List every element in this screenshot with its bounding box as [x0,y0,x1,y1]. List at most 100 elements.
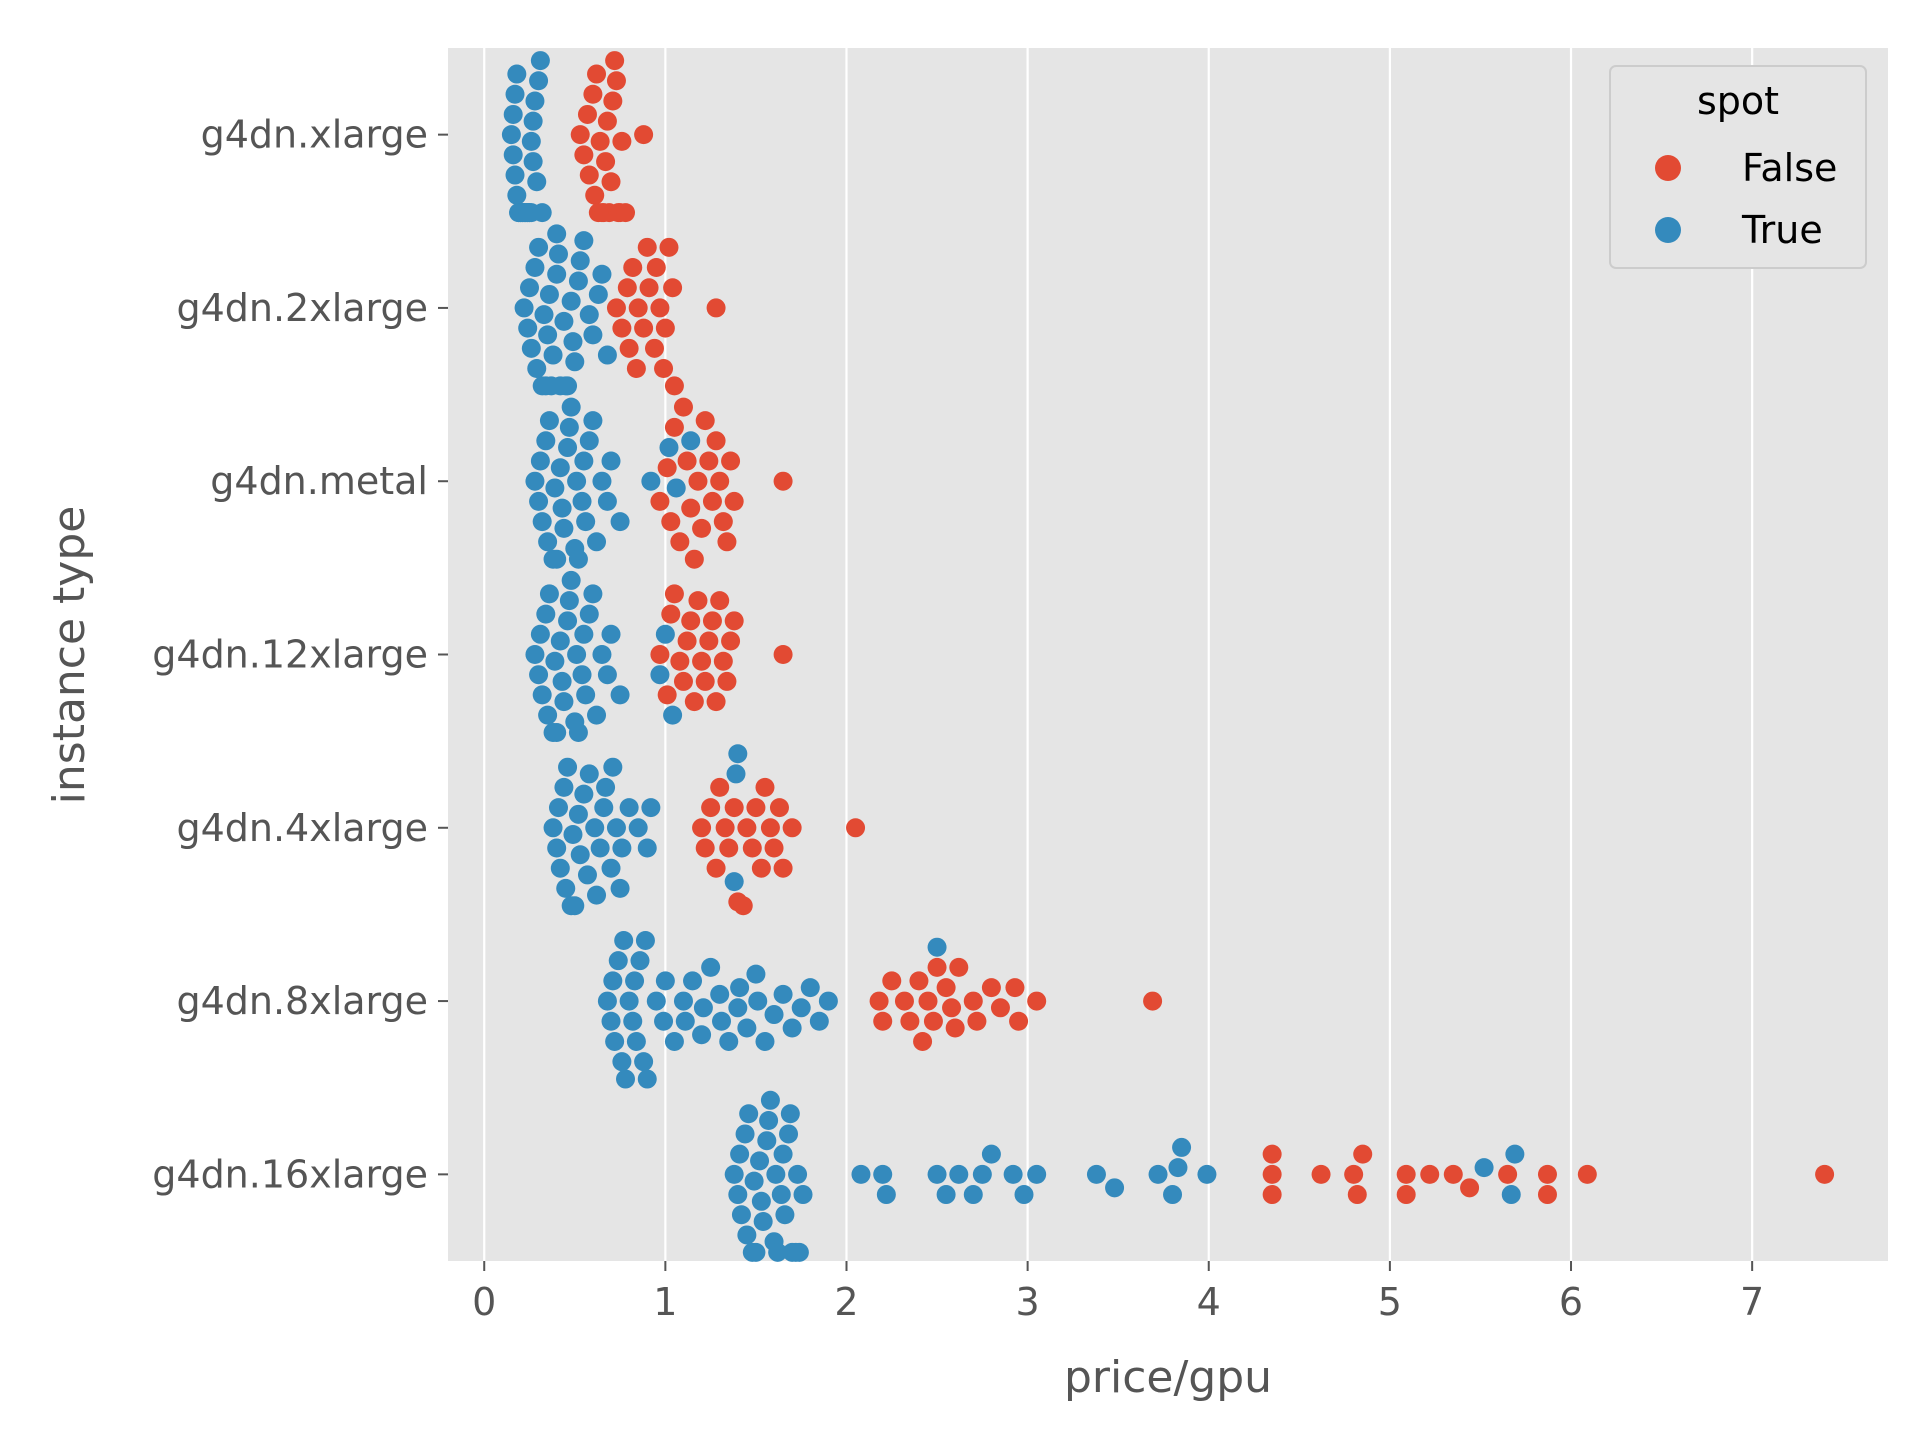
point-spot-false [927,957,947,977]
point-spot-false [760,818,780,838]
point-spot-true [724,1164,744,1184]
x-tick-label: 7 [1740,1280,1764,1324]
point-spot-true [523,111,543,131]
point-spot-true [1003,1164,1023,1184]
point-spot-true [597,665,617,685]
point-spot-true [563,825,583,845]
point-spot-true [681,431,701,451]
point-spot-true [505,165,525,185]
point-spot-true [1474,1158,1494,1178]
point-spot-true [1105,1178,1125,1198]
point-spot-false [655,318,675,338]
point-spot-true [539,411,559,431]
point-spot-false [773,645,793,664]
point-spot-false [606,298,626,318]
point-spot-false [913,1031,933,1051]
point-spot-false [715,818,735,838]
point-spot-true [619,798,639,818]
point-spot-true [673,991,693,1011]
point-spot-true [625,971,645,991]
x-tick-label: 1 [653,1280,677,1324]
point-spot-false [1353,1144,1373,1164]
point-spot-false [670,651,690,671]
point-spot-true [514,298,534,318]
point-spot-true [583,411,603,431]
point-spot-true [539,584,559,604]
point-spot-true [552,671,572,691]
point-spot-true [521,338,541,358]
point-spot-true [748,991,768,1011]
point-spot-false [650,298,670,318]
point-spot-false [692,518,712,538]
point-spot-false [1347,1185,1367,1205]
point-spot-true [757,1131,777,1151]
point-spot-true [529,71,549,91]
point-spot-false [900,1011,920,1031]
point-spot-true [876,1185,896,1205]
legend-box [1609,65,1867,269]
point-spot-false [1443,1164,1463,1184]
point-spot-true [775,1205,795,1225]
point-spot-true [527,359,547,379]
point-spot-false [721,631,741,651]
point-spot-false [590,131,610,151]
legend-marker-true [1655,217,1681,243]
point-spot-false [688,591,708,611]
point-spot-true [654,1011,674,1031]
point-spot-true [851,1164,871,1184]
point-spot-false [603,91,623,111]
point-spot-true [550,458,570,478]
point-spot-true [603,757,623,777]
point-spot-true [650,665,670,685]
point-spot-true [1027,1164,1047,1184]
point-spot-false [764,838,784,858]
point-spot-false [677,451,697,471]
point-spot-true [548,244,568,264]
point-spot-true [579,305,599,325]
point-spot-true [547,264,567,284]
point-spot-true [730,978,750,998]
point-spot-false [606,71,626,91]
y-tick-label: g4dn.8xlarge [176,979,428,1023]
point-spot-true [873,1164,893,1184]
y-tick-label: g4dn.12xlarge [152,633,428,677]
point-spot-true [530,451,550,471]
point-spot-false [657,458,677,478]
point-spot-false [949,957,969,977]
point-spot-true [503,104,523,124]
point-spot-false [724,611,744,631]
point-spot-true [610,685,630,705]
point-spot-true [773,984,793,1004]
point-spot-true [616,1069,636,1089]
point-spot-false [751,858,771,878]
point-spot-true [710,984,730,1004]
point-spot-true [559,417,579,437]
point-spot-false [963,991,983,1011]
point-spot-false [634,318,654,338]
point-spot-true [612,838,632,858]
x-tick-label: 3 [1016,1280,1040,1324]
point-spot-true [737,1225,757,1245]
point-spot-true [981,1144,1001,1164]
point-spot-true [570,845,590,865]
point-spot-true [583,325,603,345]
point-spot-true [782,1018,802,1038]
point-spot-true [576,512,596,532]
point-spot-true [818,991,838,1011]
point-spot-false [882,971,902,991]
point-spot-true [746,964,766,984]
x-axis-title: price/gpu [1064,1352,1272,1403]
point-spot-false [782,818,802,838]
point-spot-true [547,549,567,569]
point-spot-false [909,971,929,991]
point-spot-true [585,818,605,838]
y-tick-label: g4dn.metal [210,459,428,503]
legend-label-true: True [1741,208,1823,252]
point-spot-true [1148,1164,1168,1184]
point-spot-false [695,671,715,691]
point-spot-false [724,798,744,818]
point-spot-true [574,784,594,804]
point-spot-true [532,512,552,532]
point-spot-true [558,611,578,631]
point-spot-false [617,278,637,298]
